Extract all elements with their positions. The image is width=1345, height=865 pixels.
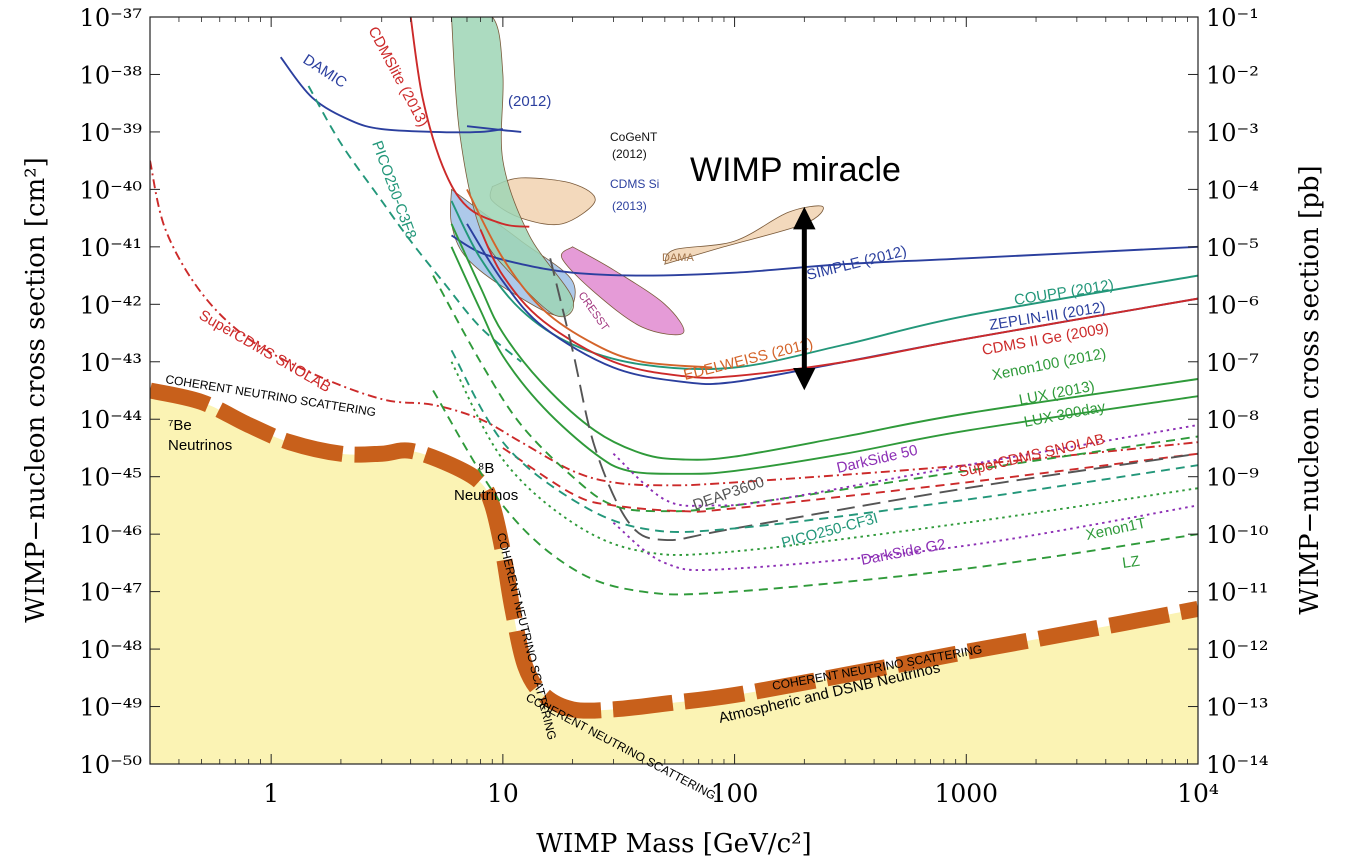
y-tick-label-left: 10⁻³⁸ [80,61,142,89]
axis-ticks: 1 10 100 1000 10⁴ 10⁻³⁷ 10⁻¹ 10⁻³⁸ 10⁻² 10⁻³⁹ 10⁻³… [80,4,1269,808]
curve-lux-300day-12 [432,275,1198,513]
y-tick-label-right: 10⁻¹ [1206,4,1259,32]
label-cogent: CoGeNT [610,130,658,144]
y-axis-title-right: WIMP−nucleon cross section [pb] [1295,165,1325,614]
label-2012: (2012) [612,147,647,161]
y-tick-label-right: 10⁻⁵ [1206,234,1259,262]
y-tick-label-left: 10⁻⁴⁸ [80,636,142,664]
curve-lz-19 [432,390,1198,596]
y-tick-label-left: 10⁻⁴⁰ [80,176,142,204]
y-tick-label-right: 10⁻¹² [1206,636,1268,664]
x-axis-title: WIMP Mass [GeV/c²] [536,829,811,859]
curve-simple-2012-5 [451,234,1198,277]
curve-cdms-ii-ge-2009-8 [479,229,1198,379]
plot-area [150,17,1198,764]
curve-coupp-2012-6 [450,200,1198,371]
curve-pico250-cf3i-16 [450,349,1198,533]
curve-xenon1t-17 [450,361,1198,556]
x-tick-label: 10 [487,779,519,808]
label-b: ⁸B [478,460,494,477]
y-tick-label-right: 10⁻⁶ [1206,291,1259,319]
curve-cdmslite-2013-2 [409,17,530,228]
label-be: ⁷Be [168,417,192,434]
label-cdms-si: CDMS Si [610,177,659,191]
y-tick-label-left: 10⁻⁴³ [80,349,142,377]
y-tick-label-right: 10⁻² [1206,61,1259,89]
curve-pico250-c3f8-3 [307,85,522,363]
y-tick-label-left: 10⁻⁴⁴ [80,406,142,434]
label-lz: LZ [1121,553,1141,572]
curve-supercdms-snolab-14 [502,447,1198,513]
label-2012: (2012) [508,93,551,110]
curve-lux-2013-11 [450,246,1198,475]
exclusion-curves [150,17,1198,596]
y-tick-label-left: 10⁻⁴⁶ [80,521,142,549]
y-tick-label-left: 10⁻⁴⁹ [80,694,143,722]
x-tick-label: 1 [263,779,279,808]
y-tick-label-right: 10⁻⁷ [1206,349,1259,377]
x-tick-label: 100 [711,779,759,808]
curve-deap3600-15 [549,258,1198,542]
x-tick-label: 1000 [934,779,998,808]
y-tick-label-right: 10⁻¹¹ [1206,579,1268,607]
neutrino-floor-region [150,382,1198,764]
x-tick-label: 10⁴ [1177,779,1219,808]
plot-frame [149,16,1199,765]
y-tick-label-left: 10⁻⁵⁰ [80,751,142,779]
y-tick-label-left: 10⁻⁴¹ [80,234,142,262]
y-tick-label-right: 10⁻¹⁴ [1206,751,1268,779]
region-dama-1 [663,205,824,265]
y-tick-label-left: 10⁻⁴⁵ [80,464,142,492]
y-tick-label-right: 10⁻³ [1206,119,1259,147]
label-neutrinos: Neutrinos [168,437,232,454]
neutrino-floor-band [150,382,1198,719]
y-axis-title-left: WIMP−nucleon cross section [cm²] [21,157,51,623]
y-tick-label-left: 10⁻⁴⁷ [80,579,142,607]
curve-xenon100-2012-10 [450,223,1198,461]
y-tick-label-right: 10⁻¹³ [1206,694,1268,722]
y-tick-label-right: 10⁻⁸ [1206,406,1259,434]
region-cresst-2 [560,246,685,336]
label-dama: DAMA [662,252,694,264]
curve-edelweiss-2011-9 [466,188,713,369]
y-tick-label-left: 10⁻⁴² [80,291,142,319]
region-cogent-4 [451,17,575,318]
y-tick-label-left: 10⁻³⁹ [80,119,143,147]
wimp-miracle-label: WIMP miracle [690,151,901,189]
y-tick-label-left: 10⁻³⁷ [80,4,142,32]
curve-supercdms-snolab-4 [150,160,1198,487]
y-tick-label-right: 10⁻⁹ [1206,464,1259,492]
y-tick-label-right: 10⁻⁴ [1206,176,1259,204]
label-neutrinos: Neutrinos [454,487,518,504]
label-2013: (2013) [612,199,647,213]
y-tick-label-right: 10⁻¹⁰ [1206,521,1268,549]
curve-2012-1 [466,125,522,133]
curve-damic-0 [279,56,504,134]
signal-regions [449,17,824,336]
neutrino-floor-fill [150,390,1198,764]
